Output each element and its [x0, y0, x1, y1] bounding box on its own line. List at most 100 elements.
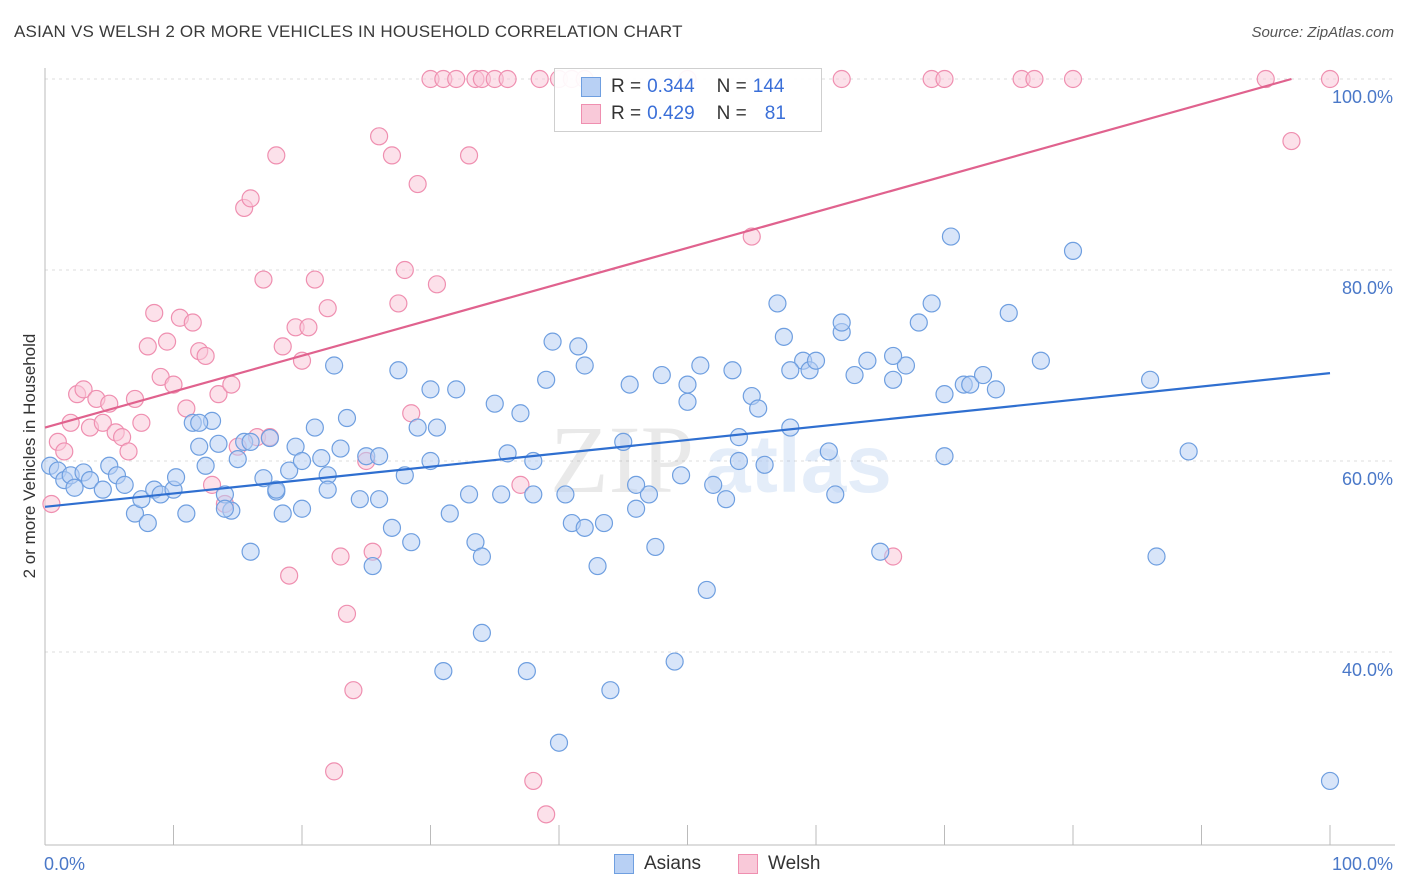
welsh-point	[389, 294, 408, 313]
asian-point	[370, 447, 389, 466]
bottom-legend-asians: Asians	[614, 852, 701, 876]
welsh-point	[382, 146, 402, 165]
asian-point	[402, 533, 421, 552]
asian-point	[389, 361, 408, 380]
x-tick-label: 100.0%	[1332, 854, 1393, 874]
asian-point	[845, 365, 864, 385]
asian-point	[749, 399, 768, 418]
welsh-point	[459, 146, 479, 165]
asian-point	[594, 513, 614, 533]
asian-point	[267, 480, 286, 499]
welsh-point	[55, 442, 74, 461]
asian-point	[569, 337, 588, 356]
asian-point	[697, 580, 716, 600]
welsh-point	[183, 313, 202, 332]
welsh-point	[132, 413, 151, 432]
asian-point	[190, 413, 209, 432]
welsh-point	[138, 337, 157, 356]
y-tick-label: 40.0%	[1342, 660, 1393, 680]
welsh-point	[325, 762, 344, 781]
asian-point	[517, 661, 536, 681]
welsh-point	[1282, 131, 1301, 151]
legend-r-label: R =	[611, 76, 642, 97]
asian-point	[1140, 370, 1160, 389]
asian-point	[492, 485, 511, 504]
asian-point	[434, 661, 453, 681]
welsh-point	[1320, 69, 1340, 89]
asian-point	[190, 437, 209, 456]
welsh-point	[427, 275, 447, 294]
asian-point	[556, 485, 575, 504]
welsh-point	[254, 270, 273, 289]
asian-point	[768, 294, 787, 313]
asian-point	[241, 542, 260, 561]
welsh-point	[337, 604, 357, 623]
asian-point	[1147, 547, 1166, 566]
welsh-point	[318, 299, 337, 318]
asian-point	[1031, 351, 1050, 370]
asian-point	[370, 490, 389, 509]
asian-point	[729, 451, 749, 471]
welsh-point	[157, 332, 177, 351]
welsh-point	[145, 303, 164, 323]
asian-point	[472, 623, 491, 643]
asian-point	[177, 504, 196, 523]
welsh-point	[305, 270, 324, 289]
asian-point	[781, 361, 800, 380]
asian-point	[537, 370, 556, 389]
asian-point	[639, 485, 659, 504]
welsh-point	[196, 346, 215, 366]
asian-point	[935, 385, 954, 404]
asian-point	[826, 485, 845, 504]
asian-point	[280, 461, 299, 480]
asian-point	[549, 733, 569, 752]
welsh-point	[1063, 69, 1083, 89]
asian-point	[646, 537, 665, 557]
asian-point	[459, 485, 479, 504]
asians-legend-swatch-icon	[614, 854, 634, 874]
asian-point	[626, 475, 646, 494]
asian-point	[440, 504, 459, 523]
asian-point	[196, 456, 215, 475]
asian-point	[1320, 771, 1340, 791]
watermark: ZIP atlas	[550, 406, 892, 513]
asian-point	[678, 375, 697, 394]
asian-point	[678, 392, 697, 411]
legend-n-label: N =	[716, 103, 747, 124]
asian-point	[620, 375, 639, 394]
asian-point	[305, 418, 324, 437]
asian-point	[138, 513, 157, 533]
asian-point	[819, 442, 838, 461]
source-note: Source: ZipAtlas.com	[1251, 24, 1394, 41]
x-tick-labels: 0.0% 100.0%	[44, 854, 1393, 874]
asian-point	[292, 451, 312, 471]
asian-point	[331, 439, 350, 458]
welsh-legend-swatch-icon	[738, 854, 758, 874]
asian-point	[626, 499, 646, 518]
welsh-point	[395, 260, 414, 280]
welsh-point	[511, 475, 530, 494]
y-tick-label: 100.0%	[1332, 87, 1393, 107]
asians-swatch-icon	[581, 77, 601, 97]
asian-point	[601, 681, 620, 700]
welsh-point	[370, 127, 389, 146]
welsh-point	[935, 69, 954, 89]
welsh-point	[447, 69, 466, 89]
asian-point	[832, 313, 851, 332]
chart-title: ASIAN VS WELSH 2 OR MORE VEHICLES IN HOU…	[14, 22, 683, 41]
welsh-swatch-icon	[581, 104, 601, 124]
asian-point	[241, 432, 260, 451]
x-tick-label: 0.0%	[44, 854, 85, 874]
welsh-point	[74, 380, 93, 399]
asian-point	[485, 394, 504, 413]
asian-point	[472, 547, 491, 566]
asian-point	[363, 556, 382, 576]
asian-point	[93, 480, 112, 499]
y-tick-label: 60.0%	[1342, 469, 1393, 489]
asian-point	[65, 478, 84, 497]
asian-point	[871, 542, 890, 561]
welsh-point	[408, 174, 427, 194]
asian-point	[922, 294, 941, 313]
asians-legend-label: Asians	[644, 853, 702, 874]
